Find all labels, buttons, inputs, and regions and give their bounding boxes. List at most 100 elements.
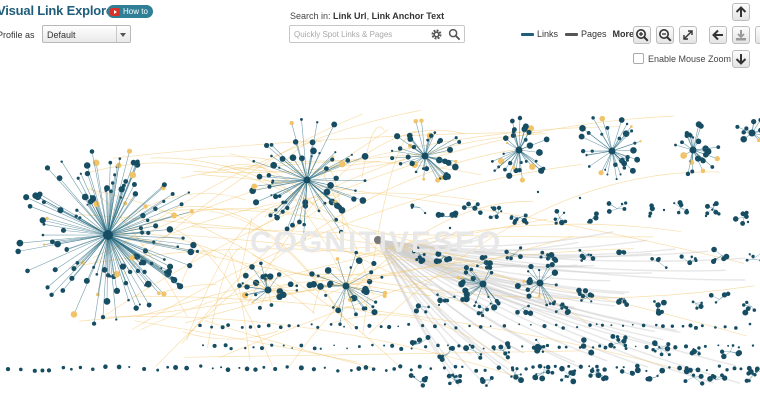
link-node xyxy=(108,161,112,165)
link-node xyxy=(453,295,456,298)
link-edge xyxy=(658,261,667,267)
link-node xyxy=(491,160,494,163)
link-node xyxy=(579,346,582,349)
link-node xyxy=(596,369,599,372)
link-node xyxy=(40,369,44,373)
link-node xyxy=(565,309,570,314)
pan-up-button[interactable] xyxy=(732,3,750,21)
cluster-hub-node xyxy=(480,281,487,288)
search-input[interactable] xyxy=(294,27,426,41)
link-edge xyxy=(601,151,612,173)
link-node xyxy=(716,145,720,149)
link-node xyxy=(190,242,196,248)
link-node xyxy=(483,348,485,350)
cluster-hub-node xyxy=(265,287,272,294)
enable-mouse-zoom[interactable]: Enable Mouse Zoom xyxy=(633,53,731,64)
how-to-button[interactable]: How to xyxy=(107,5,153,18)
link-node xyxy=(542,345,545,348)
link-node xyxy=(426,139,429,142)
link-node xyxy=(446,299,449,302)
pan-down-button[interactable] xyxy=(732,50,750,68)
link-node xyxy=(480,378,485,383)
link-node xyxy=(733,216,739,222)
link-node xyxy=(732,344,735,347)
link-edge xyxy=(589,151,612,166)
link-node xyxy=(372,367,376,371)
link-node xyxy=(42,223,45,226)
link-node xyxy=(226,323,230,327)
link-node xyxy=(105,189,108,192)
link-node xyxy=(656,310,662,316)
link-node xyxy=(23,194,29,200)
link-node xyxy=(581,149,585,153)
more-link[interactable]: More xyxy=(613,29,635,39)
link-node xyxy=(251,183,257,189)
search-field-link-url[interactable]: Link Url xyxy=(333,11,367,21)
link-node xyxy=(454,160,457,163)
link-node xyxy=(419,119,423,123)
link-node xyxy=(630,125,633,128)
link-node xyxy=(590,254,593,257)
link-node xyxy=(496,301,500,305)
link-node xyxy=(277,272,282,277)
link-node xyxy=(224,343,228,347)
pan-left-button[interactable] xyxy=(709,26,727,44)
link-node xyxy=(143,204,147,208)
search-field-anchor-text[interactable]: Link Anchor Text xyxy=(372,11,445,21)
link-node xyxy=(747,221,749,223)
link-node xyxy=(579,197,581,199)
link-node xyxy=(460,279,465,284)
link-node xyxy=(559,220,564,225)
link-node xyxy=(555,324,558,327)
link-node xyxy=(249,325,252,328)
link-node xyxy=(490,303,492,305)
link-edge xyxy=(602,119,612,151)
search-separator: , xyxy=(367,11,370,21)
link-node xyxy=(655,302,660,307)
mouse-zoom-checkbox[interactable] xyxy=(633,53,644,64)
link-node xyxy=(330,157,334,161)
link-node xyxy=(686,209,689,212)
link-node xyxy=(252,301,254,303)
link-node xyxy=(694,257,697,260)
link-node xyxy=(596,323,598,325)
link-node xyxy=(561,326,565,330)
cluster-hub-node xyxy=(343,283,350,290)
link-node xyxy=(528,311,533,316)
link-node xyxy=(477,311,481,315)
profile-select[interactable]: Default xyxy=(42,25,131,43)
link-node xyxy=(491,345,495,349)
link-node xyxy=(281,201,285,205)
pan-right-button[interactable] xyxy=(755,26,760,44)
link-node xyxy=(181,237,184,240)
gear-icon[interactable] xyxy=(430,28,443,41)
link-node xyxy=(715,156,720,161)
link-node xyxy=(527,142,533,148)
legend-links[interactable]: Links xyxy=(521,29,558,39)
link-edge xyxy=(589,133,612,151)
link-node xyxy=(274,208,277,211)
link-node xyxy=(354,312,358,316)
legend-pages[interactable]: Pages xyxy=(565,29,607,39)
link-node xyxy=(237,283,242,288)
link-node xyxy=(82,194,89,201)
link-node xyxy=(471,345,475,349)
fullscreen-button[interactable] xyxy=(679,26,697,44)
link-node xyxy=(43,244,45,246)
link-node xyxy=(588,292,593,297)
link-node xyxy=(705,211,709,215)
zoom-in-button[interactable] xyxy=(633,26,651,44)
link-graph-canvas[interactable]: COGNITIVESEO xyxy=(0,78,760,400)
link-node xyxy=(722,375,727,380)
link-node xyxy=(601,324,604,327)
link-node xyxy=(602,367,606,371)
link-node xyxy=(490,376,494,380)
link-node xyxy=(293,139,299,145)
zoom-out-button[interactable] xyxy=(656,26,674,44)
link-node xyxy=(360,197,367,204)
search-icon[interactable] xyxy=(448,28,461,41)
link-node xyxy=(33,369,37,373)
link-node xyxy=(554,218,557,221)
search-in-label: Search in: Link Url, Link Anchor Text xyxy=(290,11,444,21)
download-button[interactable] xyxy=(732,26,750,44)
